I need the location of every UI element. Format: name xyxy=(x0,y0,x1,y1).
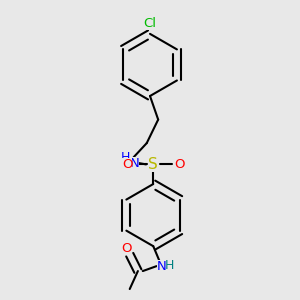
Text: O: O xyxy=(122,158,132,171)
Text: O: O xyxy=(121,242,132,255)
Text: S: S xyxy=(148,157,158,172)
Text: H: H xyxy=(165,259,174,272)
Text: O: O xyxy=(174,158,185,171)
Text: N: N xyxy=(157,260,166,273)
Text: Cl: Cl xyxy=(143,17,157,30)
Text: H: H xyxy=(121,151,130,164)
Text: N: N xyxy=(130,157,140,169)
